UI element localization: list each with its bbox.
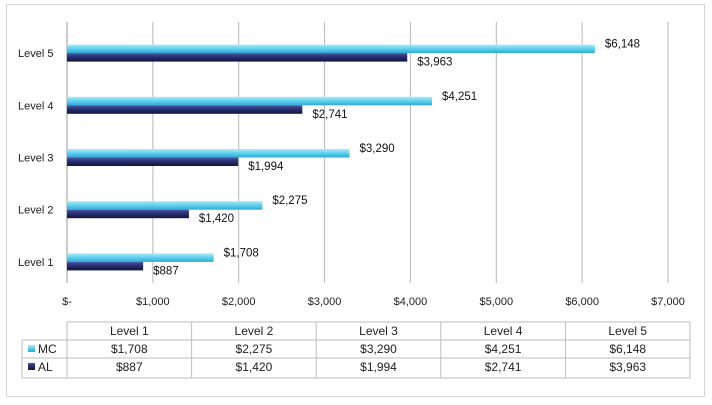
legend-key [28,363,35,370]
table-header: Level 2 [235,324,274,338]
data-label-al: $1,994 [248,161,284,173]
data-label-al: $2,741 [312,109,347,121]
category-labels: Level 1 Level 2 Level 3 Level 4 Level 5 [18,48,53,269]
x-tick-label: $3,000 [308,296,342,308]
table-cell: $887 [116,360,143,374]
category-label: Level 4 [18,100,53,112]
data-table: Level 1 Level 2 Level 3 Level 4 Level 5 MC $1,… [21,321,691,379]
x-tick-label: $6,000 [565,296,599,308]
table-cell: $1,420 [236,360,273,374]
data-label-mc: $1,708 [224,247,259,259]
category-label: Level 5 [18,48,53,60]
table-header: Level 4 [484,324,523,338]
legend-series-name: AL [38,360,53,374]
legend-key [28,345,35,352]
data-label-al: $887 [153,265,179,277]
x-tick-label: $5,000 [479,296,513,308]
table-cell: $1,708 [111,342,148,356]
x-tick-label: $7,000 [651,296,685,308]
table-cell: $6,148 [609,342,646,356]
table-cell: $3,290 [360,342,397,356]
data-label-mc: $4,251 [442,91,477,103]
data-label-al: $1,420 [199,213,234,225]
data-label-mc: $2,275 [272,195,307,207]
x-tick-label: $4,000 [394,296,428,308]
bar-al [67,157,239,166]
x-tick-label: $2,000 [222,296,256,308]
category-label: Level 3 [18,153,53,165]
table-cell: $2,741 [485,360,522,374]
table-cell: $4,251 [485,342,522,356]
bar-mc [67,253,214,262]
legend-series-name: MC [38,342,57,356]
chart-frame [6,4,705,397]
data-label-mc: $3,290 [359,143,394,155]
bar-al [67,209,189,219]
category-label: Level 1 [18,257,53,269]
table-cell: $2,275 [236,342,273,356]
bar-mc [67,201,263,210]
data-label-al: $3,963 [417,57,452,69]
bar-al [67,261,144,271]
gridlines [66,22,669,283]
category-label: Level 2 [18,205,53,217]
bar-mc [67,96,432,106]
table-cell: $3,963 [609,360,646,374]
bars [67,44,595,271]
x-axis-tick-labels: $- $1,000 $2,000 $3,000 $4,000 $5,000 $6,000 $7… [62,296,685,308]
table-header: Level 1 [110,324,149,338]
bar-al [67,105,303,114]
x-tick-label: $1,000 [136,296,170,308]
table-header: Level 3 [359,324,398,338]
bar-al [67,53,408,62]
data-label-mc: $6,148 [605,39,640,51]
bar-mc [67,44,595,54]
x-tick-label: $- [62,296,72,308]
data-labels: $1,708 $887 $2,275 $1,420 $3,290 $1,994 $4,251… [153,39,640,278]
table-cell: $1,994 [360,360,397,374]
table-header: Level 5 [608,324,647,338]
bar-mc [67,149,350,158]
